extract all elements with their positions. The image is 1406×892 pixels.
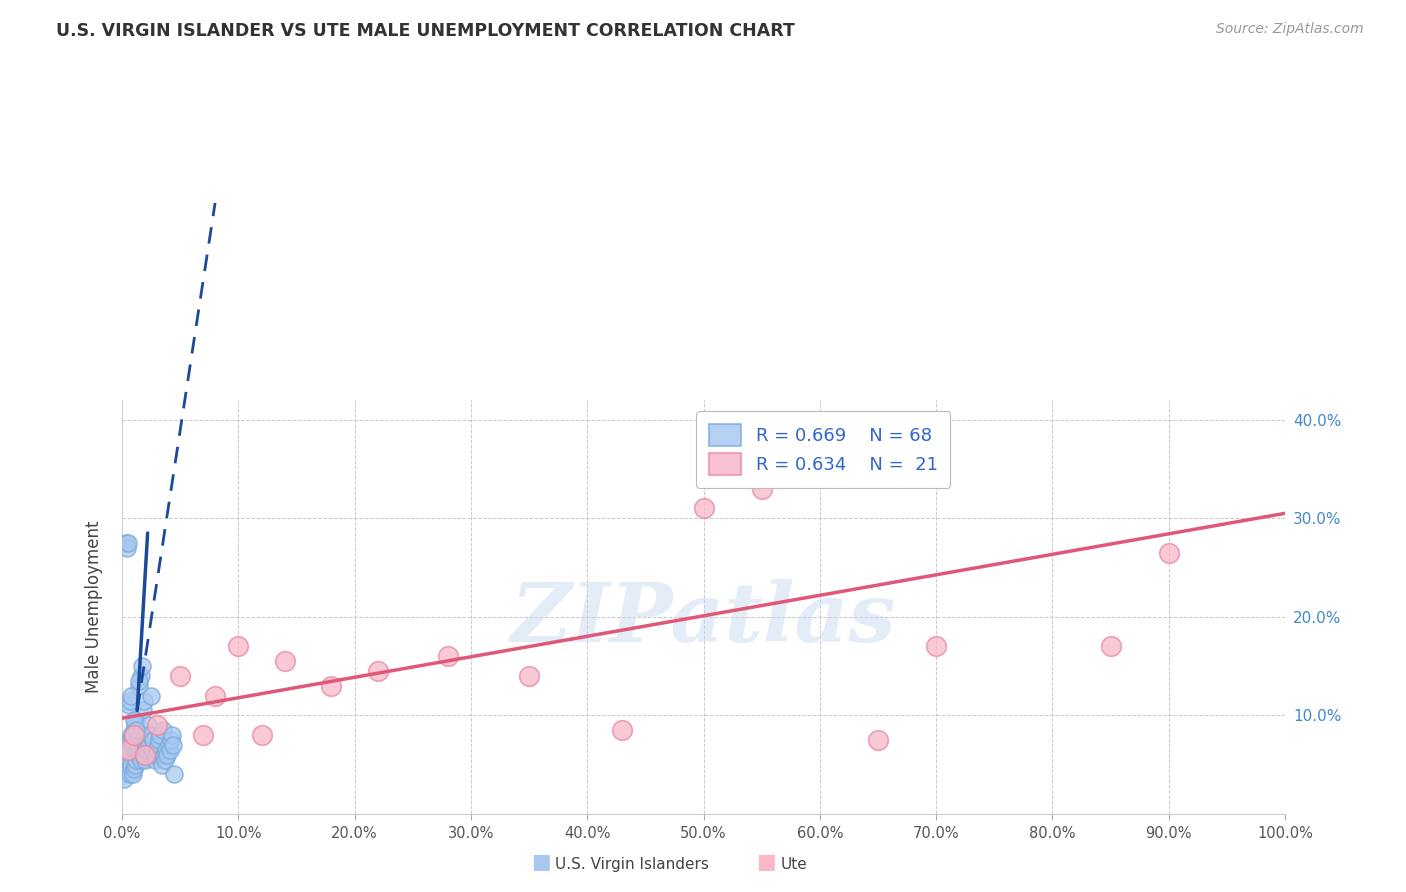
Point (150, 757, 173, 772)
Point (134, 753, 156, 767)
Point (153, 753, 176, 767)
Text: ZIPatlas: ZIPatlas (510, 579, 896, 659)
Point (160, 733, 183, 747)
Point (114, 757, 136, 772)
Point (141, 743, 163, 757)
Point (156, 747, 179, 762)
Point (139, 728, 162, 742)
Point (117, 536, 139, 550)
Point (143, 753, 166, 767)
Point (125, 713, 148, 727)
Point (1099, 640, 1122, 654)
Text: U.S. Virgin Islanders: U.S. Virgin Islanders (555, 857, 709, 872)
Legend: R = 0.669    N = 68, R = 0.634    N =  21: R = 0.669 N = 68, R = 0.634 N = 21 (696, 411, 950, 488)
Y-axis label: Male Unemployment: Male Unemployment (86, 521, 103, 693)
Point (122, 763, 145, 777)
Point (321, 679, 343, 693)
Text: Ute: Ute (780, 857, 807, 872)
Point (146, 718, 169, 732)
Point (146, 743, 169, 757)
Point (112, 772, 135, 787)
Point (125, 723, 148, 737)
Point (139, 689, 162, 703)
Point (250, 728, 273, 742)
Point (120, 689, 142, 703)
Point (114, 747, 136, 762)
Point (120, 693, 142, 707)
Point (610, 723, 633, 737)
Point (124, 718, 146, 732)
Point (138, 738, 160, 752)
Point (118, 698, 141, 713)
Point (925, 640, 948, 654)
Point (159, 743, 181, 757)
Point (157, 738, 180, 752)
Point (121, 728, 143, 742)
Point (134, 728, 156, 742)
Point (146, 738, 169, 752)
Point (866, 733, 889, 747)
Point (135, 743, 157, 757)
Point (115, 753, 138, 767)
Point (128, 673, 150, 688)
Point (193, 728, 215, 742)
Point (228, 640, 250, 654)
Point (128, 679, 150, 693)
Point (160, 728, 183, 742)
Point (148, 733, 170, 747)
Point (128, 747, 150, 762)
Point (120, 757, 142, 772)
Point (118, 743, 141, 757)
Point (129, 669, 152, 683)
Point (163, 767, 186, 781)
Point (122, 713, 145, 727)
Point (124, 757, 146, 772)
Point (436, 649, 458, 664)
Point (692, 501, 714, 516)
Point (115, 541, 138, 555)
Point (274, 654, 297, 668)
Point (134, 693, 156, 707)
Point (121, 738, 143, 752)
Point (127, 738, 149, 752)
Point (127, 743, 149, 757)
Point (152, 723, 174, 737)
Point (121, 767, 143, 781)
Point (117, 757, 139, 772)
Point (204, 689, 226, 703)
Point (134, 747, 156, 762)
Point (1157, 546, 1180, 560)
Point (114, 536, 136, 550)
Point (122, 728, 145, 742)
Point (136, 718, 159, 732)
Point (149, 728, 172, 742)
Point (162, 738, 184, 752)
Point (125, 753, 148, 767)
Point (131, 659, 153, 673)
Point (120, 728, 142, 742)
Point (132, 703, 155, 717)
Point (117, 743, 139, 757)
Point (122, 723, 145, 737)
Point (367, 664, 389, 678)
Point (129, 753, 152, 767)
Point (120, 767, 142, 781)
Point (120, 733, 142, 747)
Point (118, 763, 141, 777)
Point (751, 482, 773, 496)
Text: U.S. VIRGIN ISLANDER VS UTE MALE UNEMPLOYMENT CORRELATION CHART: U.S. VIRGIN ISLANDER VS UTE MALE UNEMPLO… (56, 22, 796, 40)
Point (145, 747, 167, 762)
Point (169, 669, 191, 683)
Text: ■: ■ (531, 853, 551, 872)
Point (155, 743, 177, 757)
Text: Source: ZipAtlas.com: Source: ZipAtlas.com (1216, 22, 1364, 37)
Point (112, 767, 135, 781)
Point (517, 669, 540, 683)
Point (153, 747, 176, 762)
Point (117, 738, 139, 752)
Point (132, 747, 155, 762)
Text: ■: ■ (756, 853, 776, 872)
Point (142, 733, 165, 747)
